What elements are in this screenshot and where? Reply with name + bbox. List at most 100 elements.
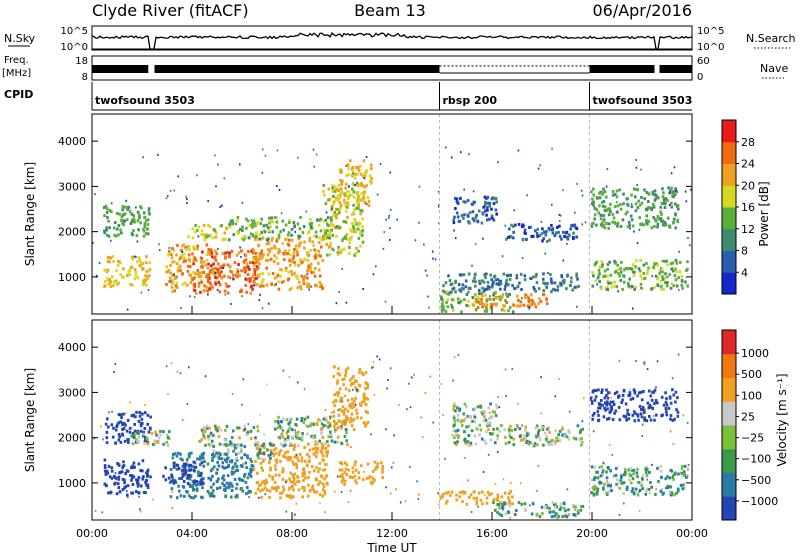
range-gate-cell	[641, 487, 645, 491]
range-gate-cell	[199, 463, 202, 467]
scatter-cell	[207, 200, 209, 203]
range-gate-cell	[613, 220, 616, 224]
range-gate-cell	[255, 260, 259, 264]
range-gate-cell	[674, 267, 677, 271]
range-gate-cell	[209, 478, 212, 482]
range-gate-cell	[131, 476, 134, 479]
range-gate-cell	[202, 451, 206, 455]
range-gate-cell	[369, 480, 373, 484]
range-gate-cell	[506, 273, 510, 277]
range-gate-cell	[682, 474, 686, 478]
range-gate-cell	[215, 480, 219, 484]
scatter-cell	[615, 211, 618, 214]
scatter-cell	[135, 206, 137, 209]
range-gate-cell	[453, 441, 457, 445]
range-gate-cell	[209, 281, 212, 285]
range-gate-cell	[165, 270, 168, 274]
range-gate-cell	[282, 417, 285, 421]
range-gate-cell	[240, 269, 243, 273]
range-gate-cell	[206, 277, 210, 281]
range-gate-cell	[303, 459, 307, 463]
range-gate-cell	[277, 415, 280, 419]
range-gate-cell	[316, 218, 319, 222]
range-gate-cell	[258, 445, 262, 449]
range-gate-cell	[144, 481, 147, 485]
scatter-cell	[296, 381, 299, 384]
range-gate-cell	[503, 491, 507, 495]
range-gate-cell	[177, 451, 180, 455]
range-gate-cell	[541, 239, 544, 243]
range-gate-cell	[141, 422, 144, 426]
range-gate-cell	[285, 479, 288, 483]
scatter-cell	[385, 486, 387, 489]
range-gate-cell	[641, 277, 644, 281]
range-gate-cell	[479, 498, 483, 502]
range-gate-cell	[249, 277, 252, 281]
range-gate-cell	[133, 220, 137, 224]
scatter-cell	[312, 148, 315, 151]
range-gate-cell	[348, 475, 352, 479]
range-gate-cell	[654, 219, 658, 223]
range-gate-cell	[550, 510, 554, 514]
range-gate-cell	[245, 262, 249, 266]
range-gate-cell	[202, 434, 206, 438]
range-gate-cell	[523, 274, 527, 278]
range-gate-cell	[284, 237, 287, 241]
range-gate-cell	[197, 470, 200, 474]
range-gate-cell	[611, 400, 615, 404]
range-gate-cell	[274, 473, 278, 477]
range-gate-cell	[230, 482, 233, 486]
range-gate-cell	[287, 422, 290, 426]
range-gate-cell	[242, 260, 246, 264]
range-gate-cell	[606, 396, 610, 400]
scatter-cell	[294, 230, 297, 233]
range-gate-cell	[496, 278, 499, 282]
range-gate-cell	[133, 422, 136, 426]
scatter-cell	[275, 283, 277, 286]
range-gate-cell	[270, 443, 274, 447]
range-gate-cell	[256, 453, 260, 457]
range-gate-cell	[648, 403, 652, 407]
range-gate-cell	[340, 442, 344, 446]
scatter-cell	[335, 302, 338, 305]
range-gate-cell	[686, 267, 689, 271]
range-gate-cell	[146, 486, 150, 489]
power-ylabel: Slant Range [km]	[23, 162, 37, 266]
range-gate-cell	[670, 282, 674, 286]
range-gate-cell	[116, 462, 119, 465]
range-gate-cell	[526, 433, 529, 437]
range-gate-cell	[225, 443, 228, 447]
range-gate-cell	[252, 219, 256, 223]
range-gate-cell	[268, 221, 271, 225]
range-gate-cell	[354, 386, 357, 390]
range-gate-cell	[254, 440, 258, 444]
range-gate-cell	[328, 224, 332, 228]
range-gate-cell	[674, 390, 678, 394]
range-gate-cell	[300, 459, 304, 463]
range-gate-cell	[249, 261, 252, 265]
range-gate-cell	[224, 466, 228, 469]
range-gate-cell	[195, 229, 199, 233]
range-gate-cell	[309, 268, 313, 272]
range-gate-cell	[361, 233, 364, 237]
range-gate-cell	[223, 289, 227, 293]
range-gate-cell	[664, 197, 668, 201]
range-gate-cell	[653, 198, 657, 202]
range-gate-cell	[282, 444, 286, 448]
range-gate-cell	[222, 483, 226, 487]
range-gate-cell	[453, 215, 456, 219]
range-gate-cell	[256, 429, 260, 433]
range-gate-cell	[118, 471, 121, 475]
range-gate-cell	[195, 487, 199, 491]
range-gate-cell	[159, 433, 162, 437]
scatter-cell	[420, 416, 422, 419]
range-gate-cell	[358, 198, 361, 202]
range-gate-cell	[237, 443, 241, 447]
range-gate-cell	[224, 486, 228, 490]
range-gate-cell	[232, 429, 235, 433]
range-gate-cell	[319, 274, 322, 278]
scatter-cell	[186, 460, 188, 463]
scatter-cell	[605, 185, 608, 188]
range-gate-cell	[194, 494, 197, 498]
range-gate-cell	[455, 493, 458, 497]
